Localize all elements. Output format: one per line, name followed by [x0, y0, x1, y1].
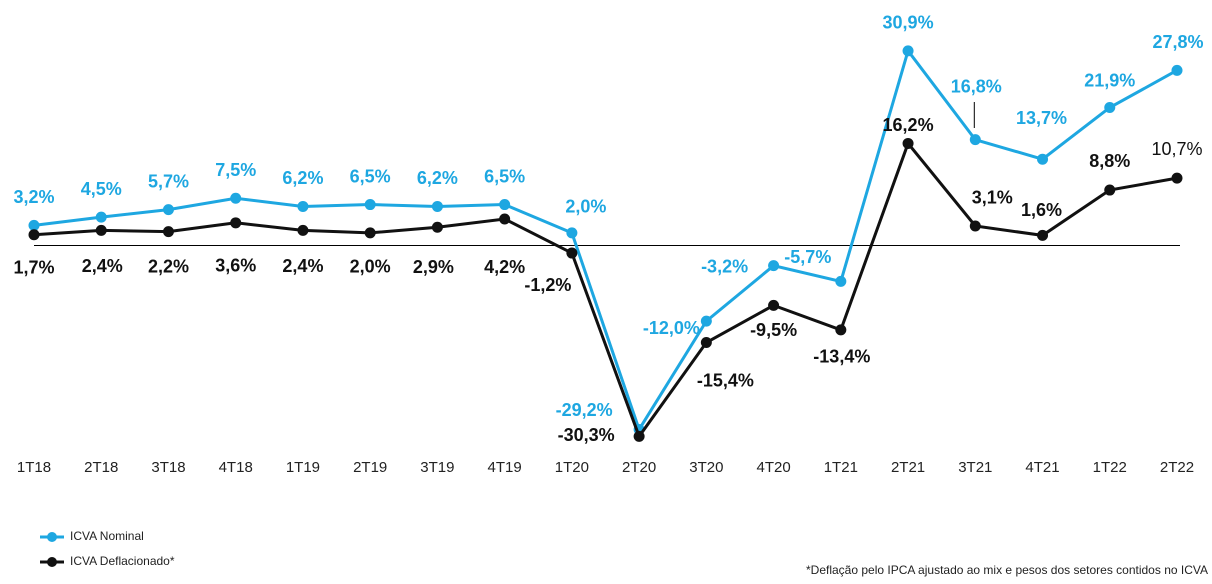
value-label: -15,4% — [697, 370, 754, 390]
point — [1037, 229, 1049, 241]
legend-dot — [47, 532, 57, 542]
point — [162, 204, 174, 216]
value-label: 6,2% — [282, 168, 323, 188]
x-tick-label: 3T19 — [420, 459, 454, 476]
point — [1104, 184, 1116, 196]
point — [431, 221, 443, 233]
point — [700, 337, 712, 349]
legend-label: ICVA Deflacionado* — [70, 554, 175, 568]
legend-label: ICVA Nominal — [70, 529, 144, 543]
point — [28, 229, 40, 241]
point — [969, 134, 981, 146]
point — [230, 217, 242, 229]
x-tick-label: 2T21 — [891, 459, 925, 476]
value-label: 2,4% — [282, 256, 323, 276]
value-label: 8,8% — [1089, 151, 1130, 171]
value-label: -30,3% — [558, 425, 615, 445]
x-tick-label: 1T21 — [824, 459, 858, 476]
value-label: 2,4% — [82, 256, 123, 276]
value-label: 4,2% — [484, 257, 525, 277]
x-tick-label: 1T19 — [286, 459, 320, 476]
x-tick-label: 2T22 — [1160, 459, 1194, 476]
point — [835, 324, 847, 336]
point — [95, 211, 107, 223]
value-label: -13,4% — [813, 347, 870, 367]
value-label: 2,0% — [565, 197, 606, 217]
value-label: 5,7% — [148, 171, 189, 191]
value-label: 10,7% — [1151, 139, 1202, 159]
point — [902, 137, 914, 149]
value-label: 2,0% — [350, 257, 391, 277]
point — [768, 299, 780, 311]
point — [566, 247, 578, 259]
value-label: -5,7% — [784, 247, 831, 267]
point — [1171, 64, 1183, 76]
value-label: -12,0% — [643, 318, 700, 338]
point — [230, 192, 242, 204]
value-label: 3,6% — [215, 256, 256, 276]
value-label: 3,2% — [13, 187, 54, 207]
x-tick-label: 3T18 — [151, 459, 185, 476]
x-tick-label: 2T19 — [353, 459, 387, 476]
point — [1104, 102, 1116, 114]
value-label: 16,8% — [951, 76, 1002, 96]
value-label: 6,5% — [350, 166, 391, 186]
point — [95, 224, 107, 236]
point — [1037, 153, 1049, 165]
value-label: -1,2% — [524, 275, 571, 295]
x-tick-label: 2T18 — [84, 459, 118, 476]
point — [969, 220, 981, 232]
value-label: 2,9% — [413, 257, 454, 277]
x-tick-label: 1T20 — [555, 459, 589, 476]
point — [499, 213, 511, 225]
value-label: 3,1% — [972, 188, 1013, 208]
value-label: 6,2% — [417, 168, 458, 188]
x-tick-label: 2T20 — [622, 459, 656, 476]
value-label: 7,5% — [215, 160, 256, 180]
point — [633, 430, 645, 442]
series-line — [33, 140, 1178, 440]
point — [499, 199, 511, 211]
x-tick-label: 4T19 — [488, 459, 522, 476]
value-label: -3,2% — [701, 256, 748, 276]
value-label: 30,9% — [883, 13, 934, 33]
series-line — [33, 47, 1178, 433]
value-label: 13,7% — [1016, 108, 1067, 128]
point — [566, 227, 578, 239]
point — [297, 200, 309, 212]
x-tick-label: 1T18 — [17, 459, 51, 476]
value-label: -9,5% — [750, 320, 797, 340]
value-label: 4,5% — [81, 179, 122, 199]
x-tick-label: 4T20 — [756, 459, 790, 476]
legend-dot — [47, 557, 57, 567]
point — [431, 200, 443, 212]
value-label: 27,8% — [1152, 32, 1203, 52]
value-label: 1,6% — [1021, 200, 1062, 220]
value-label: -29,2% — [556, 400, 613, 420]
x-tick-label: 4T18 — [219, 459, 253, 476]
footnote: *Deflação pelo IPCA ajustado ao mix e pe… — [806, 563, 1208, 577]
point — [768, 260, 780, 272]
point — [162, 226, 174, 238]
point — [835, 275, 847, 287]
point — [364, 199, 376, 211]
value-label: 1,7% — [13, 258, 54, 278]
point — [297, 224, 309, 236]
x-tick-label: 1T22 — [1093, 459, 1127, 476]
x-tick-label: 4T21 — [1025, 459, 1059, 476]
x-tick-label: 3T21 — [958, 459, 992, 476]
value-label: 6,5% — [484, 166, 525, 186]
value-label: 2,2% — [148, 256, 189, 276]
point — [902, 45, 914, 57]
point — [364, 227, 376, 239]
point — [1171, 172, 1183, 184]
value-label: 21,9% — [1084, 70, 1135, 90]
point — [28, 219, 40, 231]
value-label: 16,2% — [883, 115, 934, 135]
point — [700, 315, 712, 327]
x-tick-label: 3T20 — [689, 459, 723, 476]
